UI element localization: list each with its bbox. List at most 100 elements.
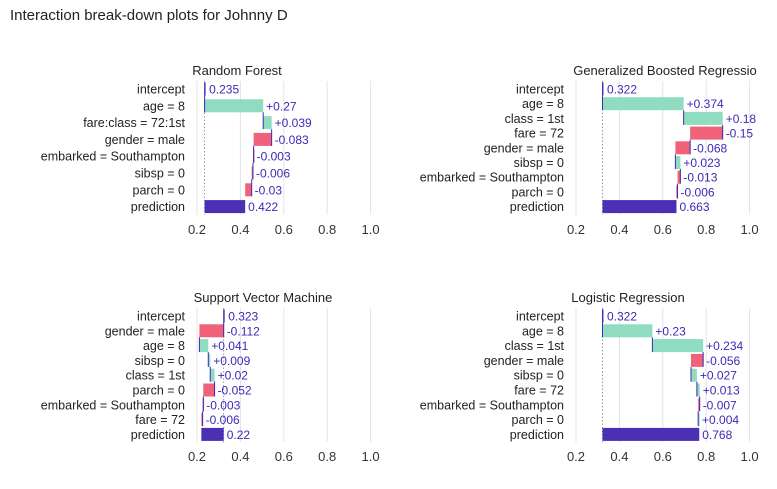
x-tick-label: 0.6 <box>275 449 293 464</box>
panel-title: Generalized Boosted Regressio <box>573 63 757 78</box>
x-tick-label: 0.4 <box>610 449 628 464</box>
row-label: fare = 72 <box>514 384 564 398</box>
contribution-bar <box>691 353 704 367</box>
contribution-bar <box>204 99 264 113</box>
row-label: age = 8 <box>143 99 185 113</box>
prediction-bar <box>201 427 224 441</box>
x-tick-label: 0.8 <box>697 449 715 464</box>
x-tick-label: 0.2 <box>188 449 206 464</box>
row-label: parch = 0 <box>133 183 186 197</box>
contribution-bar <box>691 368 697 382</box>
contribution-bar <box>652 339 704 353</box>
x-tick-label: 1.0 <box>362 222 380 237</box>
value-label: -0.006 <box>681 185 715 199</box>
value-label: -0.068 <box>693 141 727 155</box>
value-label: +0.02 <box>218 369 249 383</box>
row-label: parch = 0 <box>133 384 186 398</box>
value-label: +0.27 <box>266 99 297 113</box>
contribution-bar <box>675 141 691 155</box>
contribution-bar <box>263 116 272 130</box>
contribution-bar <box>245 183 252 197</box>
x-tick-label: 1.0 <box>741 449 759 464</box>
contribution-bar <box>253 132 272 146</box>
row-label: fare:class = 72:1st <box>83 116 185 130</box>
contribution-bar <box>698 398 700 412</box>
row-label: class = 1st <box>126 369 186 383</box>
row-label: sibsp = 0 <box>514 369 564 383</box>
value-label: +0.023 <box>683 156 720 170</box>
value-label: -0.15 <box>726 127 754 141</box>
row-label: gender = male <box>105 133 185 147</box>
value-label: -0.003 <box>257 150 291 164</box>
value-label: 0.22 <box>227 428 251 442</box>
row-label: intercept <box>137 83 185 97</box>
row-label: class = 1st <box>505 112 565 126</box>
chart-panel-1: 0.2 0.4 0.6 0.8 1.0 Random Forest intercept 0.2… <box>41 63 380 237</box>
value-label: -0.006 <box>206 413 240 427</box>
chart-panel-2: 0.2 0.4 0.6 0.8 1.0 Generalized Boosted Regre… <box>420 63 759 237</box>
row-label: age = 8 <box>522 97 564 111</box>
row-label: gender = male <box>484 141 564 155</box>
contribution-bar <box>683 111 723 125</box>
row-label: intercept <box>516 83 564 97</box>
value-label: 0.322 <box>607 310 637 324</box>
value-label: -0.083 <box>275 133 309 147</box>
row-label: prediction <box>510 428 564 442</box>
row-label: prediction <box>510 200 564 214</box>
contribution-bar <box>675 156 681 169</box>
contribution-bar <box>210 368 215 382</box>
contribution-bar <box>208 353 211 367</box>
row-label: gender = male <box>484 354 564 368</box>
intercept-bar <box>204 82 206 96</box>
value-label: +0.039 <box>275 116 312 130</box>
x-tick-label: 1.0 <box>741 222 759 237</box>
row-label: prediction <box>131 200 185 214</box>
row-label: age = 8 <box>143 339 185 353</box>
row-label: age = 8 <box>522 324 564 338</box>
value-label: +0.18 <box>726 112 757 126</box>
row-label: intercept <box>516 310 564 324</box>
value-label: +0.041 <box>211 339 248 353</box>
x-tick-label: 0.2 <box>567 449 585 464</box>
contribution-bar <box>676 185 678 199</box>
prediction-bar <box>602 200 677 214</box>
value-label: -0.006 <box>256 167 290 181</box>
row-label: sibsp = 0 <box>135 167 185 181</box>
value-label: -0.056 <box>706 354 740 368</box>
row-label: embarked = Southampton <box>420 398 564 412</box>
x-tick-label: 0.8 <box>318 222 336 237</box>
contribution-bar <box>203 383 215 397</box>
row-label: embarked = Southampton <box>420 171 564 185</box>
row-label: class = 1st <box>505 339 565 353</box>
value-label: +0.234 <box>706 339 743 353</box>
value-label: -0.03 <box>255 183 283 197</box>
value-label: -0.007 <box>703 398 737 412</box>
page-title: Interaction break-down plots for Johnny … <box>10 7 288 24</box>
row-label: embarked = Southampton <box>41 150 185 164</box>
x-tick-label: 1.0 <box>362 449 380 464</box>
x-tick-label: 0.4 <box>231 449 249 464</box>
row-label: parch = 0 <box>512 413 565 427</box>
prediction-bar <box>204 200 246 214</box>
panel-title: Support Vector Machine <box>194 290 333 305</box>
value-label: 0.663 <box>679 200 709 214</box>
contribution-bar <box>199 339 209 353</box>
row-label: fare = 72 <box>135 413 185 427</box>
row-label: gender = male <box>105 324 185 338</box>
chart-panel-4: 0.2 0.4 0.6 0.8 1.0 Logistic Regression interc… <box>420 290 759 464</box>
row-label: parch = 0 <box>512 185 565 199</box>
value-label: +0.009 <box>213 354 250 368</box>
prediction-bar <box>602 427 700 441</box>
panel-title: Random Forest <box>192 63 282 78</box>
value-label: 0.235 <box>209 83 239 97</box>
value-label: -0.003 <box>206 398 240 412</box>
value-label: 0.322 <box>607 83 637 97</box>
contribution-bar <box>690 126 723 140</box>
x-tick-label: 0.6 <box>654 449 672 464</box>
x-tick-label: 0.4 <box>610 222 628 237</box>
x-tick-label: 0.2 <box>567 222 585 237</box>
intercept-bar <box>601 309 604 323</box>
value-label: 0.323 <box>228 310 258 324</box>
x-tick-label: 0.8 <box>697 222 715 237</box>
